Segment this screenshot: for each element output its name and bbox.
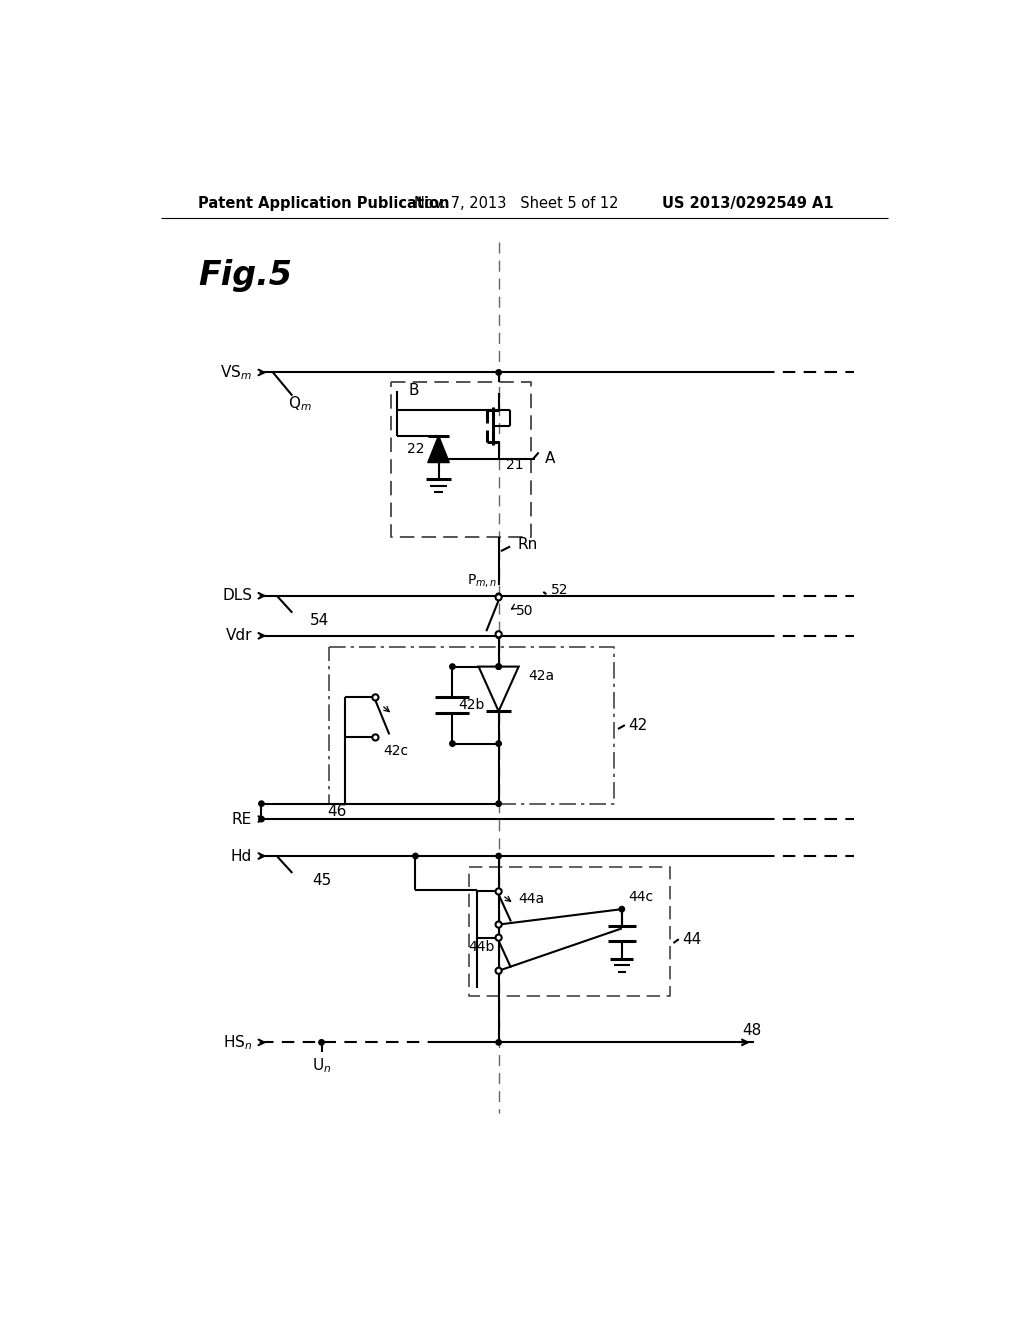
- Polygon shape: [478, 667, 518, 711]
- Text: DLS: DLS: [222, 589, 252, 603]
- Text: P$_{m,n}$: P$_{m,n}$: [467, 572, 497, 589]
- Circle shape: [496, 741, 502, 746]
- Text: 42c: 42c: [383, 744, 409, 758]
- Circle shape: [496, 631, 502, 638]
- Text: 52: 52: [551, 582, 568, 597]
- Text: US 2013/0292549 A1: US 2013/0292549 A1: [662, 195, 834, 211]
- Text: B: B: [409, 383, 419, 399]
- Text: 21: 21: [506, 458, 524, 471]
- Circle shape: [496, 888, 502, 895]
- Text: Vdr: Vdr: [225, 628, 252, 643]
- Circle shape: [620, 907, 625, 912]
- Polygon shape: [428, 436, 450, 462]
- Text: 22: 22: [408, 442, 425, 457]
- Circle shape: [450, 664, 455, 669]
- Text: Hd: Hd: [231, 849, 252, 863]
- Text: 44c: 44c: [628, 890, 653, 904]
- Text: 45: 45: [312, 873, 331, 888]
- Text: 54: 54: [309, 612, 329, 628]
- Text: U$_n$: U$_n$: [312, 1056, 331, 1074]
- Text: RE: RE: [232, 812, 252, 826]
- Text: 42a: 42a: [528, 669, 554, 682]
- Circle shape: [259, 801, 264, 807]
- Circle shape: [450, 741, 455, 746]
- Circle shape: [496, 921, 502, 928]
- Text: 50: 50: [515, 605, 534, 618]
- Circle shape: [496, 935, 502, 941]
- Circle shape: [496, 664, 502, 669]
- Text: 46: 46: [328, 804, 346, 818]
- Circle shape: [373, 694, 379, 701]
- Text: 44: 44: [682, 932, 701, 946]
- Circle shape: [496, 594, 502, 601]
- Circle shape: [259, 816, 264, 822]
- Text: Rn: Rn: [518, 537, 539, 553]
- Text: A: A: [545, 451, 555, 466]
- Circle shape: [496, 593, 502, 598]
- Circle shape: [496, 664, 502, 669]
- Text: Nov. 7, 2013   Sheet 5 of 12: Nov. 7, 2013 Sheet 5 of 12: [414, 195, 618, 211]
- Text: VS$_m$: VS$_m$: [220, 363, 252, 381]
- Circle shape: [496, 634, 502, 639]
- Text: Patent Application Publication: Patent Application Publication: [199, 195, 450, 211]
- Text: HS$_n$: HS$_n$: [223, 1034, 252, 1052]
- Text: 44b: 44b: [468, 940, 495, 954]
- Text: 42b: 42b: [459, 698, 485, 711]
- Text: Q$_m$: Q$_m$: [288, 393, 312, 413]
- Circle shape: [318, 1040, 325, 1045]
- Text: Fig.5: Fig.5: [199, 259, 292, 292]
- Text: 42: 42: [628, 718, 647, 733]
- Circle shape: [496, 968, 502, 974]
- Text: 44a: 44a: [518, 892, 545, 906]
- Circle shape: [413, 853, 418, 859]
- Circle shape: [496, 370, 502, 375]
- Circle shape: [496, 1040, 502, 1045]
- Circle shape: [496, 801, 502, 807]
- Text: 48: 48: [742, 1023, 762, 1038]
- Circle shape: [373, 734, 379, 741]
- Circle shape: [496, 853, 502, 859]
